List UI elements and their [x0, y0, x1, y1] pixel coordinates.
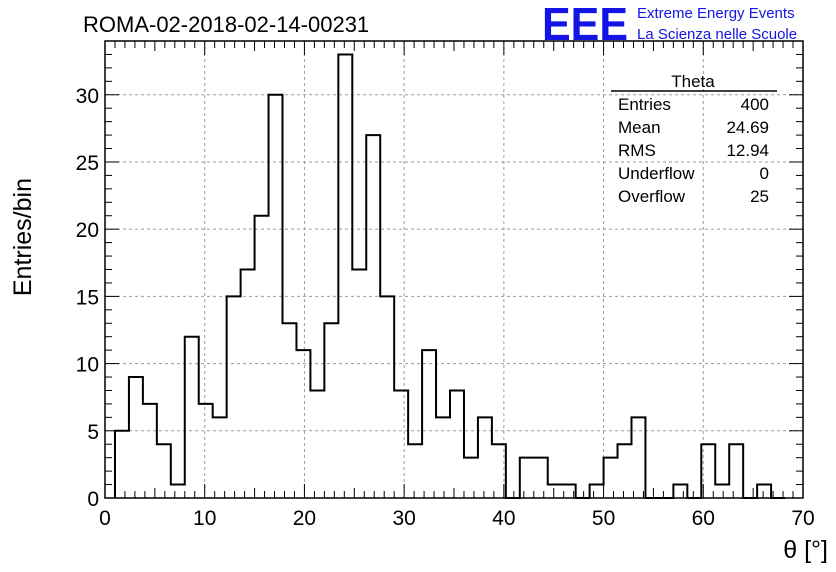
stats-label: Mean: [618, 118, 661, 137]
chart-title: ROMA-02-2018-02-14-00231: [83, 12, 369, 37]
stats-title: Theta: [671, 72, 715, 91]
logo-line-2: La Scienza nelle Scuole: [637, 26, 797, 43]
y-tick-label: 5: [87, 421, 99, 444]
y-tick-label: 10: [76, 354, 99, 377]
stats-label: RMS: [618, 141, 656, 160]
x-tick-label: 50: [592, 507, 615, 530]
stats-box: Theta Entries 400 Mean 24.69 RMS 12.94 Underfl…: [611, 72, 777, 206]
y-tick-label: 30: [76, 85, 99, 108]
y-tick-label: 25: [76, 152, 99, 175]
axis-ticks: [104, 40, 804, 499]
x-tick-label: 40: [492, 507, 515, 530]
plot-frame: [104, 40, 804, 499]
stats-value: 0: [760, 164, 769, 183]
y-tick-label: 0: [87, 488, 99, 511]
y-tick-label: 15: [76, 286, 99, 309]
x-tick-label: 0: [99, 507, 111, 530]
y-tick-label: 20: [76, 219, 99, 242]
grid-lines: [105, 41, 803, 498]
y-axis-title: Entries/bin: [9, 178, 37, 296]
stats-label: Entries: [618, 95, 671, 114]
stats-label: Underflow: [618, 164, 695, 183]
x-tick-label: 20: [293, 507, 316, 530]
logo-line-1: Extreme Energy Events: [637, 5, 795, 22]
histogram-series: [113, 53, 786, 499]
x-tick-label: 60: [692, 507, 715, 530]
tick-labels: 0 10 20 30 40 50 60 70 0 5 10 15 20 25 30: [76, 85, 815, 530]
x-tick-label: 70: [791, 507, 814, 530]
stats-value: 12.94: [726, 141, 769, 160]
x-axis-title: θ [°]: [783, 536, 828, 564]
x-tick-label: 30: [392, 507, 415, 530]
stats-value: 400: [741, 95, 769, 114]
x-tick-label: 10: [193, 507, 216, 530]
logo-letters: EEE: [542, 0, 628, 50]
stats-rows: Entries 400 Mean 24.69 RMS 12.94 Underflow 0 Ove…: [618, 95, 769, 206]
stats-label: Overflow: [618, 187, 686, 206]
stats-value: 24.69: [726, 118, 769, 137]
eee-logo: EEE Extreme Energy Events La Scienza nel…: [542, 0, 797, 50]
stats-value: 25: [750, 187, 769, 206]
